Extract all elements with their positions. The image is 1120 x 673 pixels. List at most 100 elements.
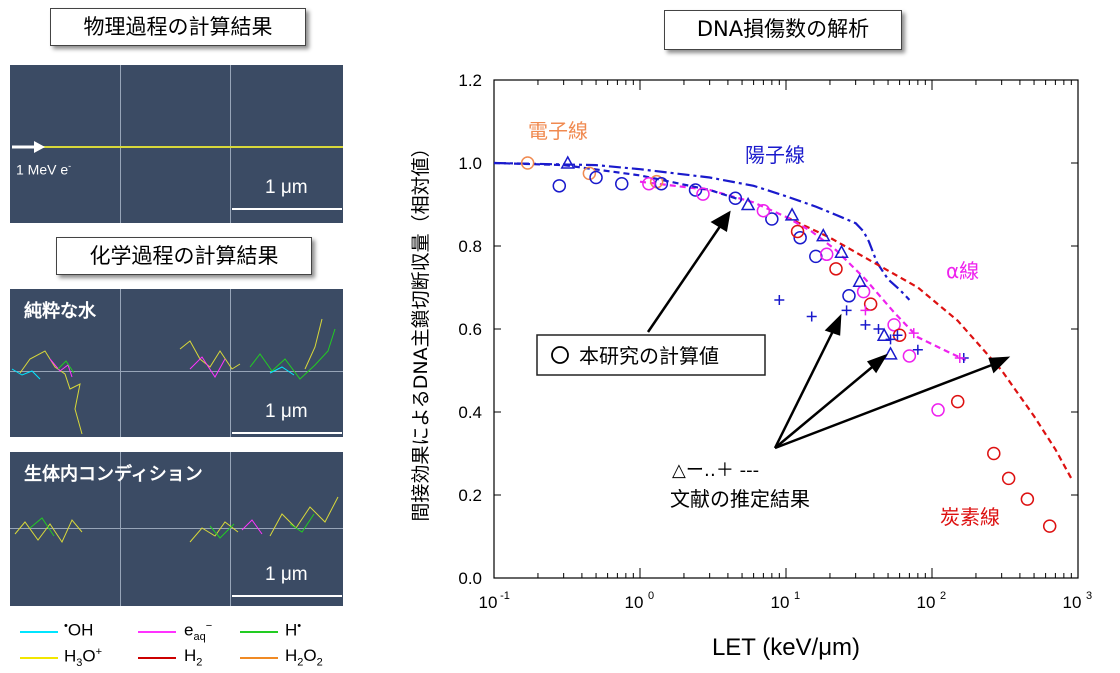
data-point-circle bbox=[790, 224, 805, 239]
legend-swatch bbox=[138, 657, 176, 659]
y-tick-label: 1.0 bbox=[458, 154, 482, 173]
data-point-circle bbox=[809, 249, 823, 264]
data-point-plus bbox=[860, 319, 871, 330]
data-point-triangle bbox=[816, 228, 831, 242]
x-tick-label: 10 bbox=[917, 593, 936, 612]
data-point-triangle bbox=[883, 346, 898, 360]
data-point-plus bbox=[892, 330, 903, 341]
data-point-circle bbox=[615, 177, 629, 191]
data-point-circle bbox=[987, 446, 1001, 461]
in-vivo-label: 生体内コンディション bbox=[24, 464, 203, 485]
y-tick-label: 0.2 bbox=[458, 486, 482, 505]
legend-h2: H2 bbox=[184, 646, 203, 669]
electron-label: 電子線 bbox=[528, 119, 588, 143]
grid-line bbox=[230, 452, 231, 606]
data-point-triangle bbox=[876, 327, 892, 341]
beam-label: 1 MeV e- bbox=[16, 161, 71, 178]
legend-h2o2: H2O2 bbox=[285, 646, 323, 669]
legend-h: H• bbox=[285, 620, 302, 640]
data-point-triangle bbox=[852, 273, 868, 288]
tick-labels: 0.00.20.40.60.81.01.210 -1 10 0 10 1 10 2 10 3 bbox=[458, 71, 1092, 612]
x-tick-label: 10 bbox=[771, 593, 790, 612]
annotation-arrows bbox=[646, 210, 1011, 450]
data-point-circle bbox=[887, 318, 901, 332]
beam-label-text: 1 MeV e bbox=[16, 161, 69, 178]
legend-swatch bbox=[240, 631, 278, 633]
data-point-plus bbox=[774, 294, 785, 305]
data-point-circle bbox=[819, 247, 834, 262]
literature-lines bbox=[493, 161, 1073, 479]
data-point-plus bbox=[806, 311, 817, 322]
y-tick-label: 0.8 bbox=[458, 237, 482, 256]
data-point-circle bbox=[931, 403, 945, 417]
data-point-circle bbox=[1020, 492, 1035, 506]
grid-line bbox=[230, 65, 231, 223]
y-tick-label: 1.2 bbox=[458, 71, 482, 90]
grid-line bbox=[10, 371, 343, 372]
this-study-marker bbox=[551, 346, 569, 364]
data-point-circle bbox=[902, 349, 917, 363]
scale-bar bbox=[232, 595, 342, 597]
data-point-circle bbox=[642, 177, 656, 191]
x-tick-exponent: 1 bbox=[794, 590, 800, 602]
data-point-circle bbox=[1042, 519, 1057, 533]
literature-label: 文献の推定結果 bbox=[670, 487, 810, 511]
x-tick-exponent: 2 bbox=[940, 590, 946, 602]
scale-label: 1 μm bbox=[265, 177, 308, 198]
in-vivo-tracks bbox=[14, 496, 339, 544]
data-point-circle bbox=[793, 230, 807, 245]
literature-symbols: △ー‥＋ ‐‐‐ bbox=[672, 460, 759, 481]
dna-damage-chart: 0.00.20.40.60.81.01.210 -1 10 0 10 1 10 2 10 3 間接… bbox=[410, 71, 1092, 661]
data-point-circle bbox=[728, 191, 743, 206]
x-tick-exponent: 3 bbox=[1086, 590, 1092, 602]
x-tick-exponent: 0 bbox=[648, 590, 654, 602]
data-point-circle bbox=[696, 187, 710, 201]
y-axis-label: 間接効果によるDNA主鎖切断収量（相対値） bbox=[410, 138, 432, 521]
data-point-circle bbox=[842, 289, 856, 303]
data-point-plus bbox=[860, 305, 871, 316]
electron-track bbox=[28, 146, 343, 148]
data-point-plus bbox=[908, 328, 919, 339]
literature-line bbox=[639, 180, 967, 362]
y-tick-label: 0.6 bbox=[458, 320, 482, 339]
data-point-circle bbox=[863, 297, 878, 311]
grid-line bbox=[120, 289, 121, 437]
data-point-plus bbox=[885, 334, 896, 345]
scale-label: 1 μm bbox=[265, 401, 308, 422]
literature-line bbox=[493, 161, 911, 301]
legend-eaq: eaq− bbox=[184, 620, 213, 644]
legend-oh: •OH bbox=[64, 620, 94, 640]
axis-ticks bbox=[493, 79, 1078, 579]
carbon-label: 炭素線 bbox=[940, 505, 1000, 529]
scale-label: 1 μm bbox=[265, 564, 308, 585]
data-point-triangle bbox=[834, 244, 849, 258]
proton-label: 陽子線 bbox=[745, 143, 805, 167]
data-point-circle bbox=[582, 166, 597, 181]
data-point-circle bbox=[552, 179, 567, 193]
data-point-circle bbox=[688, 183, 703, 197]
legend-swatch bbox=[138, 631, 176, 633]
scale-bar bbox=[232, 432, 342, 434]
legend-h3o: H3O+ bbox=[64, 646, 103, 670]
this-study-box bbox=[536, 334, 766, 376]
legend-swatch bbox=[20, 657, 58, 659]
data-point-triangle bbox=[740, 196, 756, 211]
x-tick-label: 10 bbox=[1063, 593, 1082, 612]
chem-title: 化学過程の計算結果 bbox=[56, 237, 312, 275]
data-point-triangle bbox=[784, 207, 800, 221]
y-tick-label: 0.4 bbox=[458, 403, 482, 422]
legend-swatch bbox=[240, 657, 278, 659]
pure-water-panel: 純粋な水 1 μm bbox=[10, 289, 343, 437]
data-points bbox=[520, 155, 1057, 533]
data-point-circle bbox=[856, 284, 871, 299]
literature-line bbox=[785, 215, 1073, 479]
data-point-circle bbox=[1001, 471, 1016, 486]
physics-title: 物理過程の計算結果 bbox=[50, 8, 306, 46]
this-study-label: 本研究の計算値 bbox=[579, 344, 719, 368]
data-point-plus bbox=[873, 324, 884, 334]
grid-line bbox=[230, 289, 231, 437]
data-point-circle bbox=[950, 394, 965, 409]
data-point-plus bbox=[841, 305, 852, 316]
x-tick-label: 10 bbox=[625, 593, 644, 612]
data-point-circle bbox=[756, 203, 771, 218]
